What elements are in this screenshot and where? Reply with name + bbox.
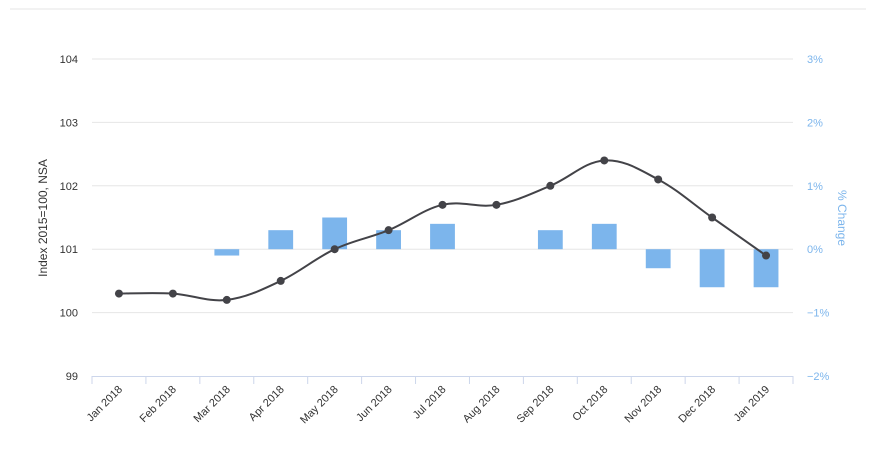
x-tick-label: Jan 2019 <box>732 384 772 424</box>
x-tick-label: Aug 2018 <box>461 384 503 426</box>
bar <box>268 230 294 250</box>
y-tick-label-left: 103 <box>60 117 78 129</box>
line-point <box>600 156 609 165</box>
y-axis-left: 99 100 101 102 103 104 <box>60 54 78 383</box>
y-tick-label-right: −1% <box>807 308 830 320</box>
bar <box>645 249 671 269</box>
bar <box>591 223 617 250</box>
line-point <box>654 175 663 184</box>
x-tick-label: Jul 2018 <box>411 384 449 422</box>
y-axis-right: −2% −1% 0% 1% 2% 3% <box>807 54 830 383</box>
x-tick-label: Mar 2018 <box>192 384 233 425</box>
y-tick-label-left: 102 <box>60 181 78 193</box>
line-point <box>384 226 393 235</box>
x-tick-label: Oct 2018 <box>570 384 610 424</box>
x-tick-label: May 2018 <box>298 384 341 427</box>
line-point <box>492 200 501 209</box>
line-markers <box>114 156 771 304</box>
bar <box>430 223 455 250</box>
line-point <box>708 213 717 222</box>
x-tick-label: Feb 2018 <box>138 384 179 425</box>
line-point <box>168 289 177 298</box>
y-tick-label-right: 2% <box>807 117 823 129</box>
bar <box>376 230 401 250</box>
line-point <box>276 276 285 285</box>
bar <box>214 249 240 256</box>
bar <box>322 217 348 250</box>
line-point <box>438 200 447 209</box>
bar <box>699 249 725 288</box>
y-tick-label-right: 3% <box>807 54 823 66</box>
line-point <box>114 289 123 298</box>
y-axis-title-left: Index 2015=100, NSA <box>36 159 50 277</box>
gridlines <box>92 58 793 314</box>
line-point <box>762 251 771 260</box>
bar-series <box>214 217 779 288</box>
bar <box>537 230 563 250</box>
x-tick-label: Jan 2018 <box>85 384 125 424</box>
x-axis: Jan 2018 Feb 2018 Mar 2018 Apr 2018 May 2018… <box>85 376 794 427</box>
y-tick-label-left: 104 <box>60 54 78 66</box>
y-axis-title-right: % Change <box>835 190 849 246</box>
y-tick-label-right: −2% <box>807 371 830 383</box>
y-tick-label-right: 1% <box>807 181 823 193</box>
x-tick-label: Nov 2018 <box>623 384 665 426</box>
y-tick-label-left: 100 <box>60 308 78 320</box>
y-tick-label-left: 99 <box>66 371 78 383</box>
x-tick-label: Sep 2018 <box>515 384 557 426</box>
y-tick-label-left: 101 <box>60 244 78 256</box>
y-tick-label-right: 0% <box>807 244 823 256</box>
line-point <box>546 181 555 190</box>
line-point <box>330 245 339 254</box>
x-tick-label: Jun 2018 <box>354 384 394 424</box>
x-tick-label: Apr 2018 <box>247 384 287 424</box>
line-point <box>222 295 231 304</box>
x-tick-label: Dec 2018 <box>676 384 718 426</box>
